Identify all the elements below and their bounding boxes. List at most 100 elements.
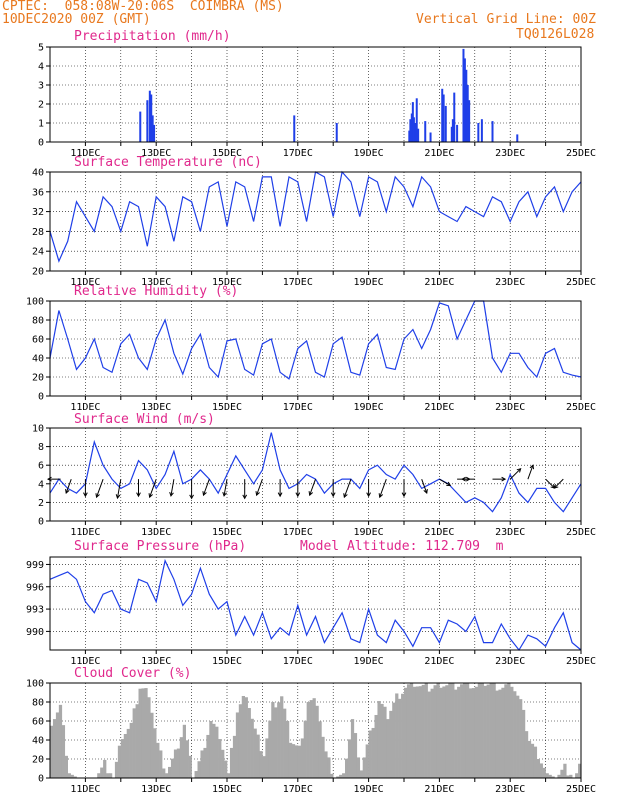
- cloud-area-bar: [280, 696, 284, 778]
- cloud-area-bar: [117, 745, 122, 778]
- cloud-area-bar: [165, 773, 169, 778]
- humidity-ytick-label: 0: [38, 392, 44, 403]
- cloud-area-bar: [350, 719, 355, 778]
- cloud-area-bar: [569, 774, 573, 778]
- cloud-area-bar: [227, 773, 231, 778]
- cloud-area-bar: [436, 683, 440, 778]
- cloud-area-bar: [173, 749, 178, 778]
- cloud-area-bar: [395, 693, 399, 778]
- precip-date-label: 15DEC: [212, 148, 242, 159]
- cloud-area-bar: [215, 726, 219, 778]
- cloud-area-bar: [530, 743, 535, 778]
- cloud-ytick-label: 60: [32, 717, 44, 728]
- wind-date-label: 21DEC: [424, 527, 454, 538]
- cloud-area-bar: [404, 687, 408, 778]
- pressure-date-label: 17DEC: [283, 656, 313, 667]
- cloud-area-bar: [168, 766, 172, 778]
- precip-bar: [462, 48, 465, 142]
- cloud-area-bar: [418, 686, 422, 778]
- cloud-area-bar: [306, 702, 310, 778]
- cloud-area-bar: [224, 760, 228, 778]
- cloud-area-bar: [135, 704, 139, 778]
- cloud-area-bar: [465, 683, 470, 778]
- cloud-area-bar: [578, 763, 582, 778]
- precip-bar: [412, 117, 415, 142]
- humidity-date-label: 25DEC: [566, 402, 596, 413]
- cloud-area-bar: [109, 773, 113, 778]
- cloud-ytick-label: 100: [26, 679, 44, 690]
- cloud-area-bar: [489, 683, 493, 778]
- cloud-area-bar: [324, 751, 328, 778]
- precip-bar: [411, 102, 414, 142]
- cloud-area-bar: [150, 712, 154, 778]
- precip-bar: [453, 92, 456, 142]
- wind-title: Surface Wind (m/s): [74, 412, 215, 427]
- wind-arrow-head: [378, 493, 384, 499]
- cloud-area-bar: [492, 683, 496, 778]
- wind-date-label: 13DEC: [141, 527, 171, 538]
- pressure-date-label: 21DEC: [424, 656, 454, 667]
- wind-ytick-label: 4: [38, 479, 44, 490]
- wind-series-line: [49, 432, 582, 513]
- wind-arrow-head: [446, 481, 452, 486]
- wind-arrow-head: [189, 494, 194, 500]
- temperature-date-label: 25DEC: [566, 277, 596, 288]
- wind-arrow: [343, 478, 352, 498]
- cloud-area-bar: [575, 773, 579, 778]
- wind-arrow-head: [136, 492, 141, 498]
- wind-arrow-head: [65, 489, 70, 495]
- cloud-area-bar: [185, 740, 189, 778]
- precip-date-label: 23DEC: [495, 148, 525, 159]
- cloud-area-bar: [513, 691, 517, 778]
- cloud-area-bar: [439, 687, 443, 778]
- wind-arrow-head: [277, 492, 283, 498]
- cloud-area-bar: [471, 688, 476, 778]
- precip-bar: [417, 128, 420, 142]
- cloud-area-bar: [73, 776, 77, 778]
- humidity-series-line: [49, 300, 582, 380]
- cloud-area-bar: [365, 744, 369, 778]
- pressure-model-altitude: Model Altitude: 112.709 m: [300, 539, 504, 554]
- cloud-area-bar: [507, 683, 511, 778]
- precip-bar: [414, 123, 417, 142]
- cloud-area-bar: [545, 773, 549, 778]
- precip-bar: [415, 98, 418, 142]
- cloud-area-bar: [424, 683, 428, 778]
- wind-arrow-head: [202, 491, 207, 497]
- cloud-area-bar: [244, 697, 248, 778]
- cloud-date-label: 17DEC: [283, 784, 313, 795]
- cloud-area-bar: [386, 719, 390, 778]
- pressure-ytick-label: 996: [26, 582, 44, 593]
- wind-frame: [49, 427, 582, 522]
- cloud-area-bar: [303, 720, 307, 778]
- cloud-area-bar: [560, 769, 564, 778]
- cloud-area-bar: [241, 695, 245, 778]
- temperature-date-label: 19DEC: [354, 277, 384, 288]
- header-grid-note: Vertical Grid Line: 00Z: [416, 12, 597, 27]
- cloud-area-bar: [141, 688, 145, 778]
- wind-arrow: [379, 478, 387, 498]
- temperature-date-label: 11DEC: [70, 277, 100, 288]
- wind-arrow: [116, 479, 122, 499]
- header-code: TQ0126L028: [516, 27, 595, 42]
- cloud-area-bar: [468, 688, 473, 778]
- cloud-area-bar: [212, 723, 216, 778]
- wind-arrow: [256, 478, 263, 496]
- cloud-area-bar: [356, 757, 361, 778]
- pressure-ytick-label: 990: [26, 627, 44, 638]
- cloud-area-bar: [445, 685, 449, 778]
- cloud-area-bar: [159, 750, 163, 778]
- cloud-area-bar: [291, 744, 296, 778]
- cloud-area-bar: [454, 689, 458, 778]
- precip-frame: [49, 46, 582, 143]
- cloud-area-bar: [235, 712, 240, 778]
- cloud-ytick-label: 80: [32, 698, 44, 709]
- wind-arrow: [421, 478, 428, 494]
- cloud-area-bar: [138, 688, 142, 778]
- cloud-area-bar: [318, 721, 322, 778]
- cloud-area-bar: [229, 747, 234, 778]
- cloud-area-bar: [501, 687, 505, 778]
- cloud-area-bar: [551, 776, 555, 778]
- cloud-area-bar: [123, 733, 127, 778]
- cloud-area-bar: [259, 751, 263, 778]
